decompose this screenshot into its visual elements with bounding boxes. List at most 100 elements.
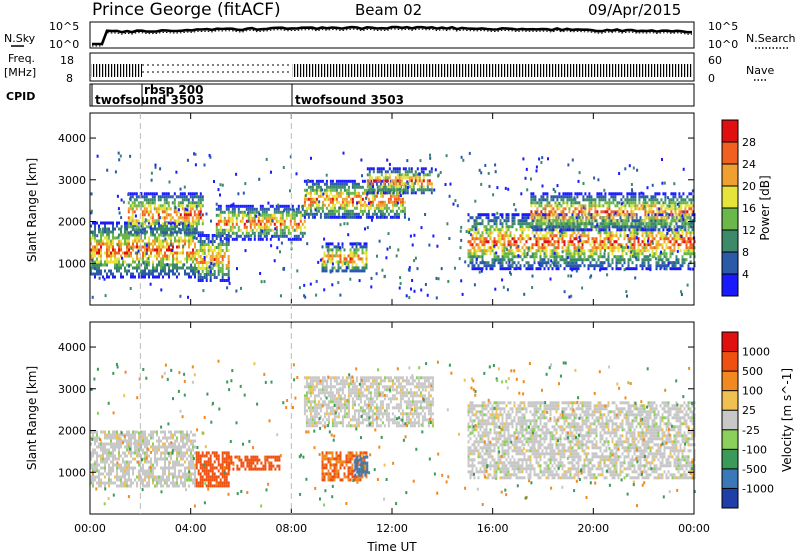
power-cell-scatter [202, 289, 205, 293]
power-cell-band-8 [610, 216, 613, 220]
power-cell-band-7 [521, 219, 524, 223]
power-cell-band-7 [589, 249, 592, 253]
power-cell-band-5 [408, 176, 411, 180]
power-cell-band-4 [333, 209, 336, 213]
power-cell-band-3 [289, 237, 292, 241]
power-cell-band-7 [633, 249, 636, 253]
power-cell-band-1 [175, 210, 178, 214]
power-cell-band-7 [521, 252, 524, 256]
power-cell-band-0 [190, 257, 192, 261]
power-cell-band-3 [249, 210, 252, 214]
power-cell-band-7 [507, 234, 510, 238]
power-y-axis-label: Slant Range [km] [25, 158, 39, 262]
power-cell-band-2 [205, 234, 208, 237]
power-cell-band-2 [217, 252, 220, 255]
power-cell-scatter [331, 262, 334, 266]
power-cell-band-1 [155, 228, 158, 232]
power-cell-scatter [116, 243, 119, 247]
power-cell-band-5 [424, 173, 427, 177]
power-cell-band-4 [351, 200, 354, 204]
power-cell-scatter [482, 260, 484, 264]
power-cell-band-1 [169, 225, 172, 229]
power-cell-band-4 [375, 206, 378, 210]
power-cell-scatter [579, 239, 582, 242]
power-cell-band-0 [106, 272, 108, 276]
power-cell-band-7 [485, 216, 488, 220]
power-cell-band-5 [406, 191, 409, 195]
power-cell-band-1 [155, 210, 158, 214]
power-cell-band-0 [190, 251, 192, 255]
power-cell-band-4 [329, 191, 332, 195]
power-cell-band-5 [394, 182, 397, 186]
power-cell-band-1 [129, 204, 132, 208]
power-cell-band-3 [227, 213, 230, 217]
power-cell-band-8 [662, 210, 665, 214]
power-cell-band-7 [573, 237, 576, 241]
power-cell-scatter [296, 269, 299, 273]
power-cell-band-0 [178, 239, 180, 243]
power-cell-band-8 [686, 210, 689, 214]
power-cell-band-3 [259, 222, 262, 226]
power-cell-band-6 [355, 245, 358, 249]
power-cell-band-3 [291, 216, 294, 220]
power-cell-band-1 [189, 225, 192, 229]
power-cell-scatter [487, 171, 490, 175]
power-cell-band-0 [190, 236, 192, 240]
power-cell-band-8 [584, 204, 587, 208]
power-cell-band-3 [293, 213, 296, 217]
power-cell-band-8 [546, 213, 549, 217]
power-cell-band-0 [180, 236, 182, 240]
power-cell-band-4 [361, 212, 364, 216]
power-cell-band-8 [614, 204, 617, 208]
power-cell-band-8 [554, 219, 557, 223]
power-cell-band-4 [329, 179, 332, 183]
power-cell-band-0 [192, 239, 194, 243]
power-cell-band-0 [144, 251, 146, 255]
power-cell-band-5 [400, 173, 403, 177]
power-cell-band-5 [376, 191, 379, 195]
power-cell-band-7 [547, 219, 550, 223]
power-cell-band-7 [501, 243, 504, 247]
power-cell-band-7 [609, 246, 612, 250]
power-cell-band-0 [126, 263, 128, 267]
power-cell-band-8 [558, 207, 561, 211]
power-cell-band-7 [663, 237, 666, 241]
power-cell-band-8 [566, 204, 569, 208]
power-cell-band-2 [219, 240, 222, 243]
power-cell-band-0 [108, 230, 110, 234]
power-cell-band-0 [140, 263, 142, 267]
power-cell-scatter [414, 181, 416, 185]
power-cell-band-7 [493, 264, 496, 268]
power-cell-band-7 [671, 213, 674, 217]
power-cell-scatter [582, 206, 585, 210]
power-cell-band-0 [172, 227, 174, 231]
power-cell-band-1 [165, 192, 168, 196]
power-cell-band-4 [365, 188, 368, 192]
power-cell-band-3 [243, 204, 246, 208]
power-cell-band-7 [675, 222, 678, 226]
power-cell-band-5 [410, 167, 413, 171]
power-cell-band-0 [112, 275, 114, 279]
power-cell-band-1 [199, 201, 202, 205]
power-cell-band-4 [337, 194, 340, 198]
power-cell-band-7 [567, 252, 570, 256]
power-cell-scatter [386, 158, 389, 162]
power-cell-band-1 [193, 219, 196, 223]
power-cell-band-7 [671, 231, 674, 235]
power-cell-band-7 [613, 246, 616, 250]
power-cell-band-4 [335, 182, 338, 186]
power-cell-band-7 [647, 267, 650, 271]
power-cell-band-3 [283, 231, 286, 235]
power-cell-band-7 [545, 237, 548, 241]
power-cell-band-3 [295, 237, 298, 241]
power-cell-band-0 [118, 245, 120, 249]
power-cell-band-7 [489, 228, 492, 232]
power-cell-scatter [274, 227, 277, 231]
power-cell-band-5 [368, 191, 371, 195]
power-cell-band-7 [521, 225, 524, 229]
power-cell-band-7 [477, 237, 480, 241]
power-cell-band-3 [297, 234, 300, 238]
power-cell-band-0 [162, 260, 164, 264]
power-cell-band-4 [375, 215, 378, 219]
power-cell-band-3 [259, 207, 262, 211]
